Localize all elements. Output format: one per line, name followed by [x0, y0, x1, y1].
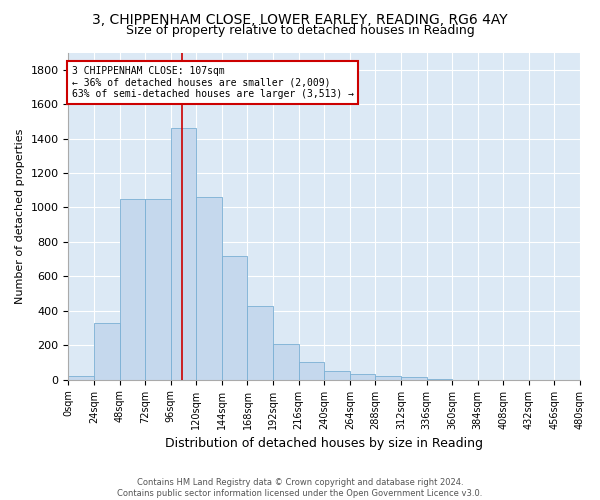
Bar: [427, 379, 452, 380]
Bar: [196, 197, 222, 380]
Y-axis label: Number of detached properties: Number of detached properties: [15, 128, 25, 304]
Bar: [350, 374, 376, 380]
Bar: [247, 306, 273, 380]
Text: 3, CHIPPENHAM CLOSE, LOWER EARLEY, READING, RG6 4AY: 3, CHIPPENHAM CLOSE, LOWER EARLEY, READI…: [92, 12, 508, 26]
Bar: [171, 128, 196, 380]
Bar: [324, 371, 350, 380]
Bar: [119, 199, 145, 380]
Text: 3 CHIPPENHAM CLOSE: 107sqm
← 36% of detached houses are smaller (2,009)
63% of s: 3 CHIPPENHAM CLOSE: 107sqm ← 36% of deta…: [71, 66, 353, 100]
Bar: [401, 377, 427, 380]
Bar: [273, 344, 299, 380]
Bar: [222, 256, 247, 380]
Text: Size of property relative to detached houses in Reading: Size of property relative to detached ho…: [125, 24, 475, 37]
Bar: [94, 323, 119, 380]
X-axis label: Distribution of detached houses by size in Reading: Distribution of detached houses by size …: [165, 437, 483, 450]
Bar: [68, 376, 94, 380]
Text: Contains HM Land Registry data © Crown copyright and database right 2024.
Contai: Contains HM Land Registry data © Crown c…: [118, 478, 482, 498]
Bar: [376, 376, 401, 380]
Bar: [145, 199, 171, 380]
Bar: [299, 362, 324, 380]
